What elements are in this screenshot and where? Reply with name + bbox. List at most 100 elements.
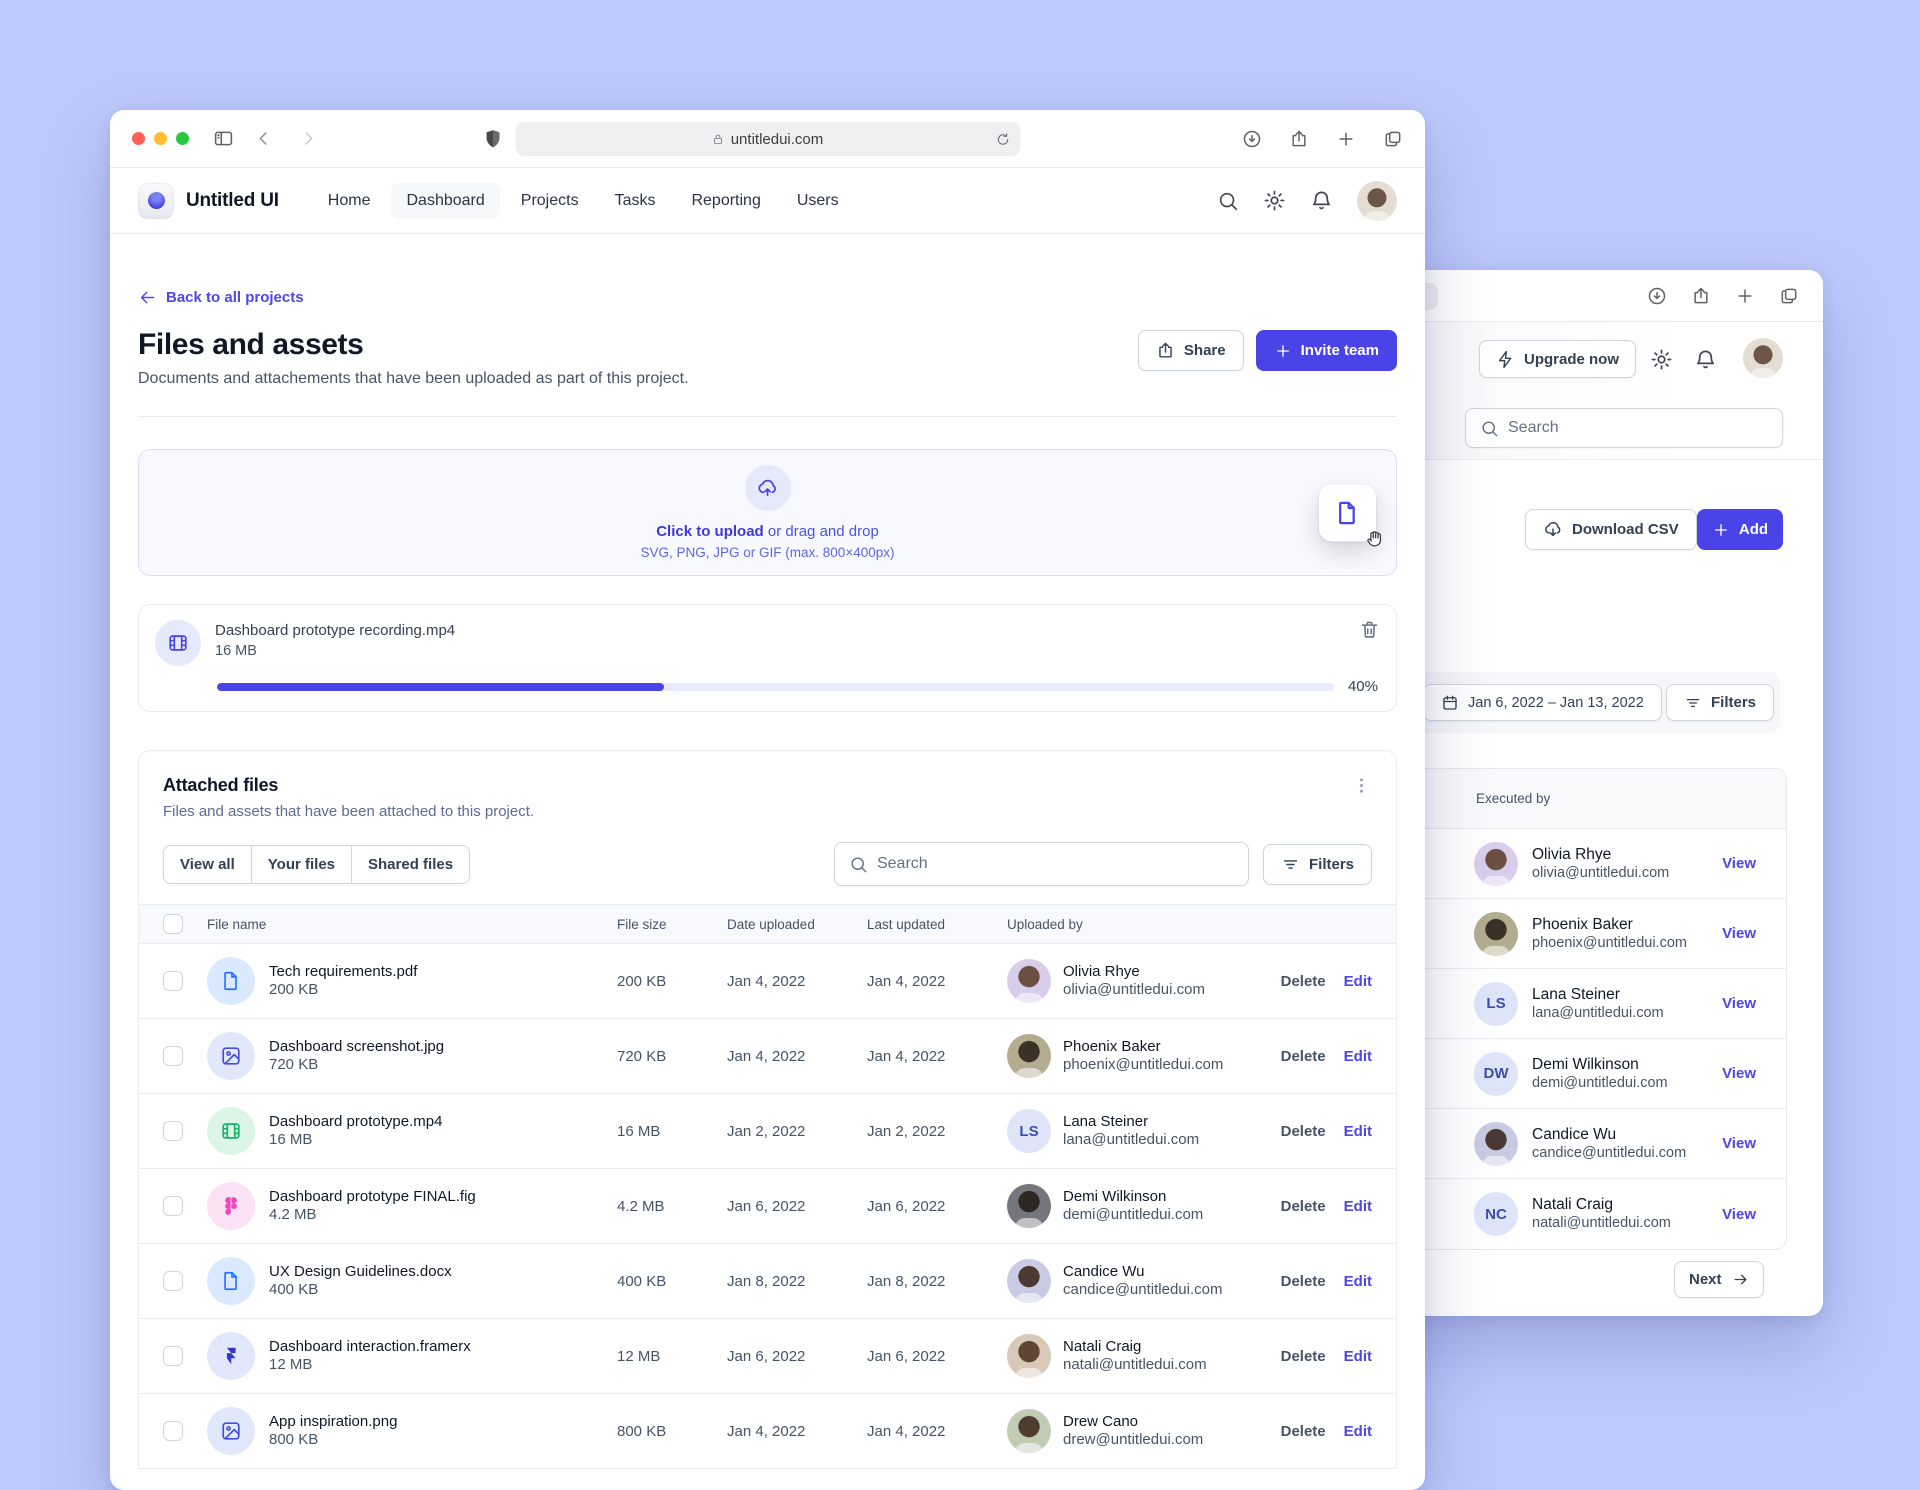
delete-link[interactable]: Delete — [1280, 1122, 1326, 1140]
file-name: Dashboard screenshot.jpg — [269, 1038, 445, 1055]
edit-link[interactable]: Edit — [1343, 1422, 1372, 1440]
filters-button[interactable]: Filters — [1262, 843, 1372, 885]
add-button[interactable]: Add — [1697, 509, 1783, 550]
edit-link[interactable]: Edit — [1343, 1347, 1372, 1365]
delete-link[interactable]: Delete — [1280, 1272, 1326, 1290]
calendar-icon — [1441, 694, 1459, 712]
row-checkbox[interactable] — [163, 1121, 183, 1141]
user-avatar[interactable] — [1357, 180, 1397, 221]
user-name: Olivia Rhye — [1532, 845, 1612, 863]
table-row: Dashboard prototype.mp4 16 MB 16 MB Jan 2… — [139, 1094, 1396, 1169]
secondary-search[interactable] — [1465, 408, 1783, 448]
select-all-checkbox[interactable] — [163, 914, 183, 934]
delete-link[interactable]: Delete — [1280, 972, 1326, 990]
notifications-bell-icon[interactable] — [1310, 189, 1333, 212]
files-search-input[interactable] — [876, 855, 1234, 873]
tab-your-files[interactable]: Your files — [250, 845, 352, 883]
edit-link[interactable]: Edit — [1343, 1197, 1372, 1215]
download-csv-button[interactable]: Download CSV — [1525, 509, 1697, 550]
avatar-initials: DW — [1474, 1051, 1518, 1096]
edit-link[interactable]: Edit — [1343, 1122, 1372, 1140]
minimize-window-button[interactable] — [154, 132, 167, 145]
new-tab-icon[interactable] — [1336, 129, 1356, 149]
next-page-button[interactable]: Next — [1674, 1261, 1764, 1298]
tabs-overview-icon[interactable] — [1383, 129, 1403, 149]
filter-lines-icon — [1684, 694, 1702, 712]
user-email: lana@untitledui.com — [1532, 1004, 1664, 1021]
tab-view-all[interactable]: View all — [164, 845, 251, 883]
reload-icon[interactable] — [995, 132, 1010, 147]
back-to-projects-link[interactable]: Back to all projects — [138, 288, 304, 307]
list-item: Phoenix Baker phoenix@untitledui.com View — [1181, 899, 1786, 969]
zoom-window-button[interactable] — [176, 132, 189, 145]
settings-gear-icon[interactable] — [1263, 189, 1286, 212]
tab-shared-files[interactable]: Shared files — [351, 845, 470, 883]
edit-link[interactable]: Edit — [1343, 972, 1372, 990]
upload-dropzone[interactable]: Click to upload or drag and drop SVG, PN… — [138, 449, 1397, 576]
image-file-icon — [207, 1407, 255, 1455]
invite-team-button[interactable]: Invite team — [1255, 330, 1397, 371]
search-icon[interactable] — [1217, 190, 1239, 212]
sidebar-toggle-icon[interactable] — [213, 128, 234, 149]
nav-item-dashboard[interactable]: Dashboard — [391, 182, 500, 219]
dragged-file-card[interactable] — [1319, 484, 1382, 546]
delete-link[interactable]: Delete — [1280, 1347, 1326, 1365]
nav-item-projects[interactable]: Projects — [520, 191, 579, 209]
edit-link[interactable]: Edit — [1343, 1047, 1372, 1065]
view-link[interactable]: View — [1722, 1205, 1756, 1223]
list-item: LS Lana Steiner lana@untitledui.com View — [1181, 969, 1786, 1039]
last-updated: Jan 2, 2022 — [867, 1122, 946, 1140]
view-link[interactable]: View — [1722, 855, 1756, 872]
view-link[interactable]: View — [1722, 995, 1756, 1012]
last-updated: Jan 6, 2022 — [867, 1347, 946, 1365]
view-link[interactable]: View — [1722, 925, 1756, 942]
share-button[interactable]: Share — [1137, 330, 1244, 371]
view-link[interactable]: View — [1722, 1065, 1756, 1082]
arrow-right-icon — [1732, 1271, 1749, 1288]
row-checkbox[interactable] — [163, 1046, 183, 1066]
user-avatar[interactable] — [1743, 338, 1783, 378]
notifications-bell-icon[interactable] — [1694, 348, 1717, 371]
secondary-search-input[interactable] — [1508, 419, 1768, 437]
nav-item-tasks[interactable]: Tasks — [614, 191, 656, 209]
brand-logo[interactable] — [138, 182, 174, 219]
search-icon — [1480, 419, 1499, 438]
url-bar[interactable]: untitledui.com — [515, 122, 1020, 156]
row-checkbox[interactable] — [163, 1346, 183, 1366]
row-checkbox[interactable] — [163, 1271, 183, 1291]
downloads-icon[interactable] — [1242, 129, 1262, 149]
file-size: 720 KB — [617, 1047, 667, 1065]
share-icon[interactable] — [1691, 286, 1711, 306]
privacy-shield-icon[interactable] — [482, 127, 504, 151]
tabs-overview-icon[interactable] — [1779, 286, 1799, 306]
more-options-icon[interactable] — [1351, 775, 1372, 796]
view-link[interactable]: View — [1722, 1135, 1756, 1152]
delete-upload-icon[interactable] — [1359, 619, 1380, 640]
settings-gear-icon[interactable] — [1650, 348, 1673, 371]
file-size: 4.2 MB — [617, 1197, 665, 1215]
nav-item-users[interactable]: Users — [796, 191, 839, 209]
window-controls — [132, 132, 189, 145]
avatar — [1474, 1121, 1518, 1166]
new-tab-icon[interactable] — [1735, 286, 1755, 306]
close-window-button[interactable] — [132, 132, 145, 145]
delete-link[interactable]: Delete — [1280, 1422, 1326, 1440]
filters-button-secondary[interactable]: Filters — [1666, 684, 1775, 721]
files-search[interactable] — [833, 842, 1249, 886]
back-nav-icon[interactable] — [254, 129, 273, 148]
date-range-button[interactable]: Jan 6, 2022 – Jan 13, 2022 — [1423, 684, 1662, 721]
nav-item-reporting[interactable]: Reporting — [691, 191, 761, 209]
row-checkbox[interactable] — [163, 1421, 183, 1441]
upgrade-now-button[interactable]: Upgrade now — [1479, 340, 1637, 378]
edit-link[interactable]: Edit — [1343, 1272, 1372, 1290]
row-checkbox[interactable] — [163, 971, 183, 991]
video-file-icon — [155, 620, 201, 666]
share-icon[interactable] — [1289, 129, 1309, 149]
row-checkbox[interactable] — [163, 1196, 183, 1216]
delete-link[interactable]: Delete — [1280, 1047, 1326, 1065]
share-icon — [1156, 341, 1175, 360]
delete-link[interactable]: Delete — [1280, 1197, 1326, 1215]
downloads-icon[interactable] — [1647, 286, 1667, 306]
nav-item-home[interactable]: Home — [327, 191, 371, 209]
last-updated: Jan 4, 2022 — [867, 972, 946, 990]
